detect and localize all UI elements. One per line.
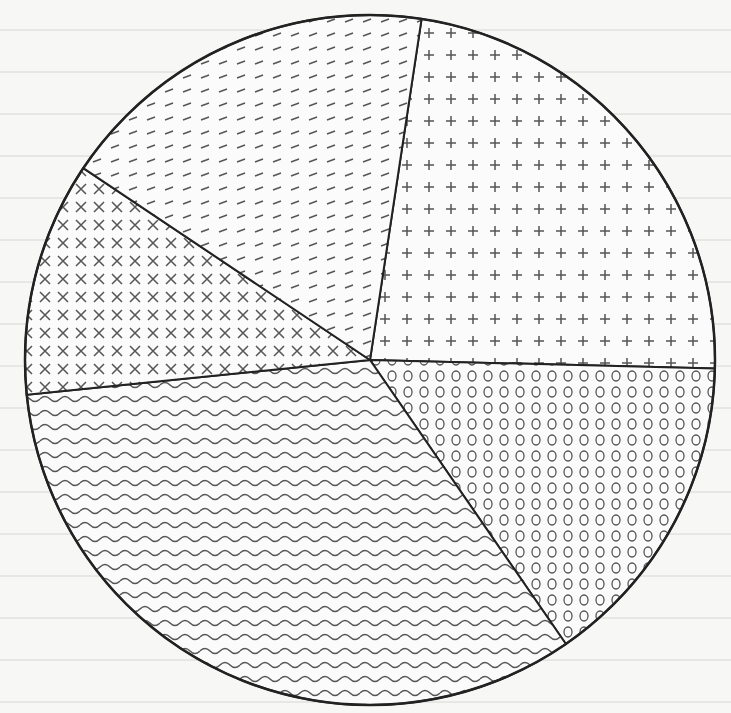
paper xyxy=(0,0,731,713)
pie-slices xyxy=(25,15,715,705)
pie-outline xyxy=(25,15,715,705)
chart-svg xyxy=(0,0,731,713)
chart-container xyxy=(0,0,731,713)
pie-slice xyxy=(370,19,715,369)
pie-slice xyxy=(83,15,421,360)
pie-slice xyxy=(27,360,566,705)
